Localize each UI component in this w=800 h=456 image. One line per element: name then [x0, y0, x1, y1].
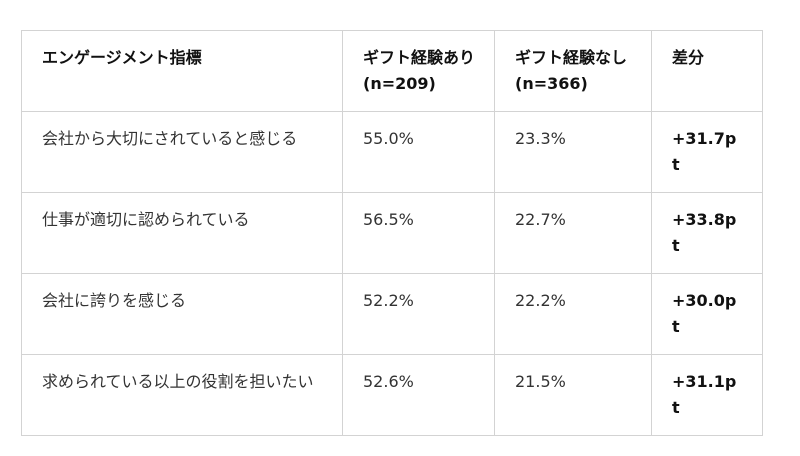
- metric-cell: 仕事が適切に認められている: [21, 192, 343, 274]
- column-header-metric: エンゲージメント指標: [21, 30, 343, 112]
- table-row: 会社から大切にされていると感じる 55.0% 23.3% +31.7pt: [21, 111, 763, 193]
- column-header-without-gift: ギフト経験なし (n=366): [494, 30, 652, 112]
- column-header-without-gift-label: ギフト経験なし: [515, 48, 628, 67]
- table-row: 会社に誇りを感じる 52.2% 22.2% +30.0pt: [21, 273, 763, 355]
- column-header-diff-label: 差分: [672, 48, 705, 67]
- with-gift-value-cell: 56.5%: [342, 192, 495, 274]
- column-header-without-gift-n: (n=366): [515, 74, 588, 93]
- engagement-table-container: エンゲージメント指標 ギフト経験あり (n=209) ギフト経験なし (n=36…: [21, 30, 763, 436]
- without-gift-value-cell: 22.7%: [494, 192, 652, 274]
- with-gift-value-cell: 55.0%: [342, 111, 495, 193]
- engagement-metrics-table: エンゲージメント指標 ギフト経験あり (n=209) ギフト経験なし (n=36…: [21, 30, 763, 436]
- with-gift-value-cell: 52.2%: [342, 273, 495, 355]
- metric-cell: 求められている以上の役割を担いたい: [21, 354, 343, 436]
- without-gift-value-cell: 22.2%: [494, 273, 652, 355]
- column-header-diff: 差分: [651, 30, 763, 112]
- table-header-row: エンゲージメント指標 ギフト経験あり (n=209) ギフト経験なし (n=36…: [21, 30, 763, 112]
- table-row: 仕事が適切に認められている 56.5% 22.7% +33.8pt: [21, 192, 763, 274]
- diff-value-cell: +31.7pt: [651, 111, 763, 193]
- metric-cell: 会社に誇りを感じる: [21, 273, 343, 355]
- table-row: 求められている以上の役割を担いたい 52.6% 21.5% +31.1pt: [21, 354, 763, 436]
- diff-value-cell: +30.0pt: [651, 273, 763, 355]
- column-header-with-gift-n: (n=209): [363, 74, 436, 93]
- diff-value-cell: +33.8pt: [651, 192, 763, 274]
- without-gift-value-cell: 23.3%: [494, 111, 652, 193]
- metric-cell: 会社から大切にされていると感じる: [21, 111, 343, 193]
- column-header-with-gift: ギフト経験あり (n=209): [342, 30, 495, 112]
- column-header-metric-label: エンゲージメント指標: [42, 48, 202, 67]
- with-gift-value-cell: 52.6%: [342, 354, 495, 436]
- without-gift-value-cell: 21.5%: [494, 354, 652, 436]
- column-header-with-gift-label: ギフト経験あり: [363, 48, 476, 67]
- diff-value-cell: +31.1pt: [651, 354, 763, 436]
